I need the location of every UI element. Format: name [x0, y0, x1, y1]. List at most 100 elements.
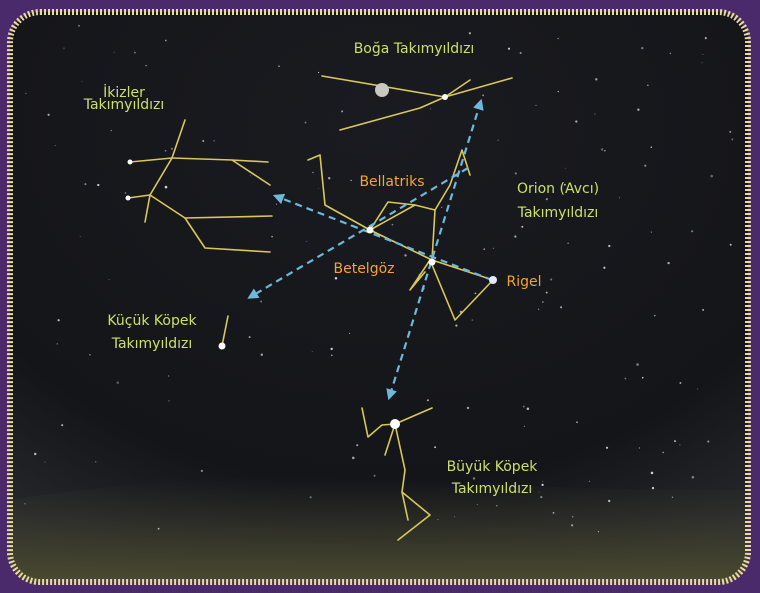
star — [589, 481, 590, 482]
star — [679, 382, 681, 384]
star — [705, 37, 707, 39]
star — [572, 516, 574, 518]
label: Takımyıldızı — [451, 481, 533, 497]
star — [48, 114, 50, 116]
star-castor — [128, 160, 133, 165]
star-sirius — [390, 419, 400, 429]
star — [624, 378, 626, 380]
star — [89, 354, 91, 356]
star — [331, 354, 333, 356]
star — [663, 452, 664, 453]
star — [603, 267, 605, 269]
star — [430, 108, 431, 109]
label: Takımyıldızı — [517, 205, 599, 221]
star — [674, 440, 676, 442]
star-rigel — [489, 276, 497, 284]
star — [594, 114, 595, 115]
star — [473, 477, 475, 479]
star — [249, 336, 251, 338]
star — [608, 245, 610, 247]
star — [520, 52, 522, 54]
star — [202, 140, 204, 142]
star — [560, 306, 562, 308]
star — [114, 52, 115, 53]
star — [483, 248, 485, 250]
star — [350, 180, 351, 181]
star — [312, 351, 313, 352]
star — [642, 377, 644, 379]
star — [168, 375, 169, 376]
star — [539, 492, 540, 493]
star-map: Boğa Takımyıldızı İkizler Takımyıldızı O… — [0, 0, 760, 593]
star — [335, 277, 338, 280]
star — [55, 145, 56, 146]
label: Takımyıldızı — [83, 97, 165, 113]
page: Boğa Takımyıldızı İkizler Takımyıldızı O… — [0, 0, 760, 593]
star — [497, 140, 498, 141]
star — [318, 72, 319, 73]
star — [729, 131, 731, 133]
star — [318, 188, 319, 189]
star — [692, 476, 695, 479]
star — [276, 204, 277, 205]
star — [310, 496, 312, 498]
star — [84, 183, 86, 185]
star — [604, 150, 605, 151]
star — [111, 130, 113, 132]
star — [641, 47, 643, 49]
star — [571, 524, 573, 526]
star — [557, 38, 558, 39]
star — [427, 399, 429, 401]
star — [165, 186, 168, 189]
star — [550, 278, 552, 280]
star — [80, 236, 81, 237]
star — [670, 53, 671, 54]
star — [639, 447, 640, 448]
star — [546, 198, 548, 200]
moon — [375, 83, 389, 97]
star — [601, 148, 603, 150]
star — [45, 462, 46, 463]
star — [651, 472, 654, 475]
star — [260, 301, 262, 303]
star — [654, 315, 655, 316]
star — [441, 207, 442, 208]
star — [575, 120, 577, 122]
label: Küçük Köpek — [107, 313, 197, 329]
star — [82, 81, 83, 82]
star — [214, 140, 215, 141]
star — [171, 148, 173, 150]
star — [330, 348, 332, 350]
star — [482, 95, 484, 97]
star — [521, 226, 523, 228]
star — [328, 177, 330, 179]
star — [158, 528, 160, 530]
star — [109, 279, 110, 280]
star — [165, 150, 167, 152]
star — [651, 231, 652, 232]
star-pollux — [126, 196, 131, 201]
star — [496, 505, 498, 507]
star — [542, 301, 543, 302]
star — [312, 172, 313, 173]
star — [34, 453, 36, 455]
star — [341, 110, 343, 112]
star — [558, 91, 559, 92]
star — [679, 444, 680, 445]
star — [374, 475, 376, 477]
star — [651, 147, 652, 148]
star — [652, 487, 654, 489]
label: Takımyıldızı — [111, 336, 193, 352]
star — [731, 138, 733, 140]
star — [278, 65, 279, 66]
star — [477, 504, 478, 505]
star — [697, 388, 698, 389]
star — [271, 236, 273, 238]
star-procyon — [219, 343, 226, 350]
star — [469, 32, 471, 34]
star — [702, 54, 703, 55]
star — [576, 421, 578, 423]
star — [535, 105, 536, 106]
star — [168, 400, 169, 401]
star — [619, 197, 620, 198]
